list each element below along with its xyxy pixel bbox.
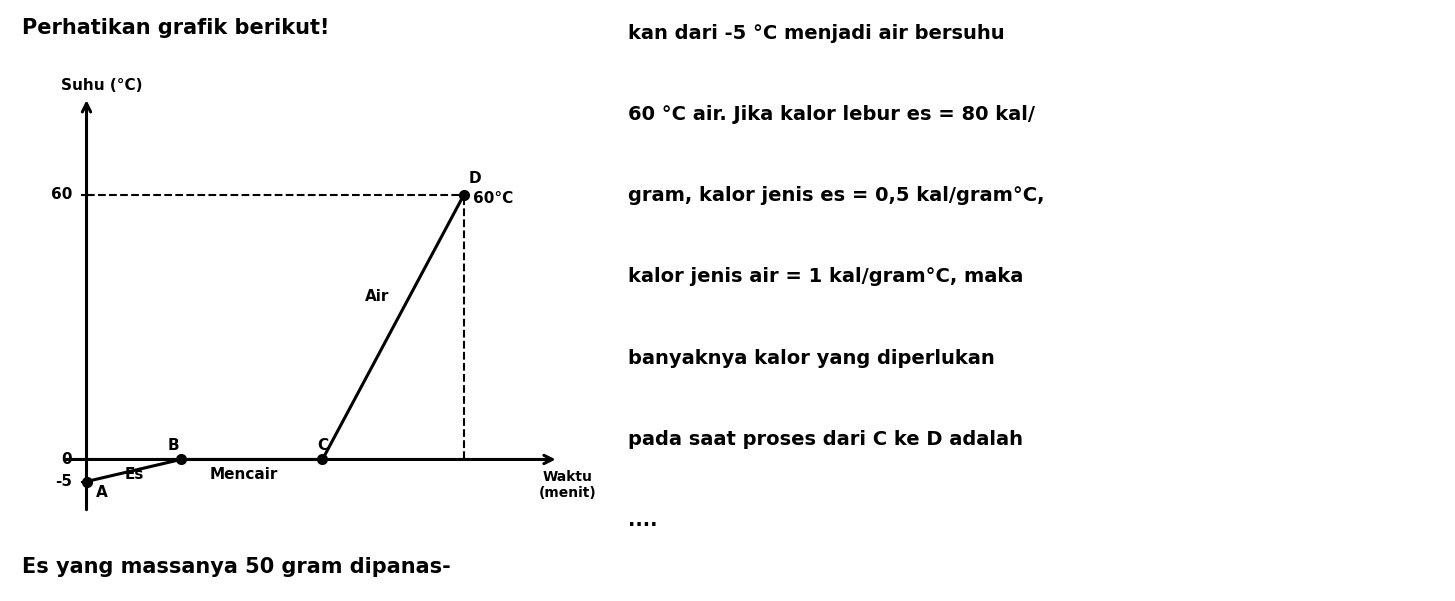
Text: Air: Air bbox=[365, 288, 390, 304]
Text: Perhatikan grafik berikut!: Perhatikan grafik berikut! bbox=[22, 18, 329, 38]
Text: Mencair: Mencair bbox=[210, 468, 278, 483]
Text: banyaknya kalor yang diperlukan: banyaknya kalor yang diperlukan bbox=[629, 349, 995, 368]
Text: A: A bbox=[96, 485, 108, 500]
Text: kan dari -5 °C menjadi air bersuhu: kan dari -5 °C menjadi air bersuhu bbox=[629, 24, 1004, 43]
Text: B: B bbox=[167, 438, 179, 453]
Text: Suhu (°C): Suhu (°C) bbox=[61, 78, 143, 93]
Text: 0: 0 bbox=[61, 452, 73, 467]
Text: ....: .... bbox=[629, 511, 658, 530]
Text: pada saat proses dari C ke D adalah: pada saat proses dari C ke D adalah bbox=[629, 430, 1023, 449]
Text: 60°C: 60°C bbox=[473, 192, 514, 206]
Text: D: D bbox=[469, 171, 482, 186]
Text: kalor jenis air = 1 kal/gram°C, maka: kalor jenis air = 1 kal/gram°C, maka bbox=[629, 267, 1023, 287]
Text: Es yang massanya 50 gram dipanas-: Es yang massanya 50 gram dipanas- bbox=[22, 557, 451, 577]
Text: 60 °C air. Jika kalor lebur es = 80 kal/: 60 °C air. Jika kalor lebur es = 80 kal/ bbox=[629, 105, 1035, 124]
Text: -5: -5 bbox=[55, 474, 73, 489]
Text: Waktu: Waktu bbox=[543, 471, 592, 484]
Text: 60: 60 bbox=[51, 187, 73, 202]
Text: (menit): (menit) bbox=[538, 486, 597, 500]
Text: gram, kalor jenis es = 0,5 kal/gram°C,: gram, kalor jenis es = 0,5 kal/gram°C, bbox=[629, 186, 1045, 206]
Text: Es: Es bbox=[124, 468, 144, 483]
Text: C: C bbox=[317, 438, 327, 453]
